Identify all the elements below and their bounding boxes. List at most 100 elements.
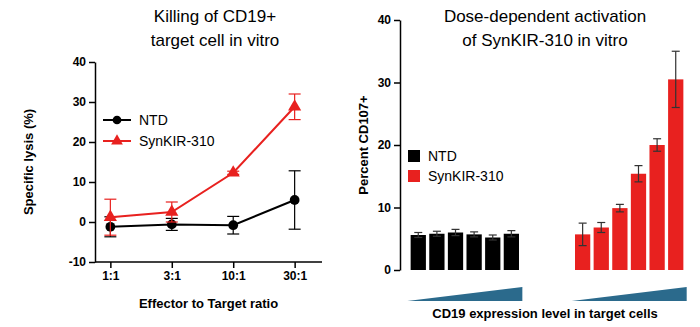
- error-cap: [634, 181, 642, 182]
- error-cap: [653, 138, 661, 139]
- gradient-wedge: [572, 287, 687, 301]
- error-cap: [289, 119, 301, 120]
- tick-label: 20: [73, 135, 87, 149]
- marker: [290, 195, 300, 205]
- chart-svg: Killing of CD19+target cell in vitro-100…: [0, 0, 700, 327]
- marker: [104, 210, 117, 221]
- tick: 10: [378, 201, 400, 215]
- y-axis: -10010203040: [69, 55, 96, 269]
- x-axis-title: CD19 expression level in target cells: [432, 306, 657, 321]
- error-bar: [455, 229, 456, 235]
- legend: NTDSynKIR-310: [103, 112, 215, 149]
- title-line: of SynKIR-310 in vitro: [462, 31, 627, 50]
- error-cap: [452, 229, 460, 230]
- tick-label: 30:1: [283, 269, 307, 283]
- error-cap: [289, 170, 301, 171]
- tick: -10: [69, 255, 95, 269]
- title-line: target cell in vitro: [151, 31, 280, 50]
- tick-mark: [233, 262, 235, 268]
- chart-title: Dose-dependent activation of SynKIR-310 i…: [444, 7, 646, 50]
- tick-label: -10: [69, 255, 87, 269]
- x-axis: 1:1 3:1 10:1 30:1: [95, 262, 322, 283]
- error-bar: [601, 223, 602, 233]
- tick: 0: [79, 215, 95, 229]
- series-line: [110, 200, 294, 227]
- legend-label: NTD: [428, 148, 457, 164]
- error-cap: [597, 222, 605, 223]
- legend-label: SynKIR-310: [428, 168, 504, 184]
- error-bar: [492, 235, 493, 240]
- tick-mark: [294, 262, 296, 268]
- error-cap: [433, 231, 441, 232]
- error-cap: [104, 235, 116, 236]
- marker: [165, 204, 178, 215]
- axis-line: [95, 261, 322, 263]
- tick: 40: [73, 55, 95, 69]
- plot-area: [104, 94, 301, 237]
- error-cap: [166, 230, 178, 231]
- tick-mark: [89, 142, 95, 144]
- bar: [594, 228, 609, 271]
- tick-mark: [394, 207, 400, 209]
- error-cap: [414, 232, 422, 233]
- series-line: [110, 107, 294, 217]
- bar: [668, 79, 683, 270]
- plot-area: [411, 51, 684, 270]
- legend-label: SynKIR-310: [139, 133, 215, 149]
- error-cap: [489, 234, 497, 235]
- tick: 1:1: [102, 262, 120, 283]
- tick: 20: [378, 138, 400, 152]
- tick: 0: [384, 263, 400, 277]
- tick-label: 40: [378, 13, 392, 27]
- error-bar: [582, 223, 583, 246]
- error-cap: [433, 236, 441, 237]
- error-bar: [638, 166, 639, 182]
- title-line: Dose-dependent activation: [444, 7, 646, 26]
- error-cap: [672, 107, 680, 108]
- bar: [411, 235, 426, 270]
- marker: [228, 220, 238, 230]
- error-cap: [289, 93, 301, 94]
- chart-root: Killing of CD19+target cell in vitro-100…: [0, 0, 700, 327]
- tick-label: 0: [79, 215, 86, 229]
- error-cap: [227, 216, 239, 217]
- tick-mark: [394, 145, 400, 147]
- legend: NTD SynKIR-310: [408, 148, 504, 184]
- tick-label: 10:1: [222, 269, 246, 283]
- error-cap: [289, 229, 301, 230]
- y-axis-title: Specific lysis (%): [21, 109, 36, 215]
- error-cap: [166, 221, 178, 222]
- tick-label: 0: [384, 263, 391, 277]
- error-cap: [166, 201, 178, 202]
- tick-mark: [394, 270, 400, 272]
- tick-mark: [89, 222, 95, 224]
- error-cap: [104, 199, 116, 200]
- error-bar: [657, 139, 658, 152]
- bar: [612, 208, 627, 270]
- y-axis: 010203040: [378, 13, 401, 277]
- error-cap: [597, 232, 605, 233]
- x-axis-title: Effector to Target ratio: [139, 296, 278, 311]
- error-bar: [511, 231, 512, 237]
- error-cap: [653, 151, 661, 152]
- error-cap: [507, 236, 515, 237]
- error-bar: [619, 204, 620, 212]
- tick-mark: [89, 62, 95, 64]
- error-bar: [418, 233, 419, 238]
- tick-mark: [172, 262, 174, 268]
- error-cap: [452, 235, 460, 236]
- error-bar: [675, 51, 676, 107]
- error-cap: [672, 51, 680, 52]
- bar: [466, 234, 481, 270]
- tick-label: 20: [378, 138, 392, 152]
- error-cap: [579, 245, 587, 246]
- tick: 3:1: [164, 262, 182, 283]
- tick: 20: [73, 135, 95, 149]
- error-cap: [104, 236, 116, 237]
- marker: [288, 99, 301, 110]
- axis-line: [95, 63, 97, 263]
- bar: [448, 233, 463, 271]
- tick-mark: [89, 102, 95, 104]
- tick-label: 10: [73, 175, 87, 189]
- tick-mark: [110, 262, 112, 268]
